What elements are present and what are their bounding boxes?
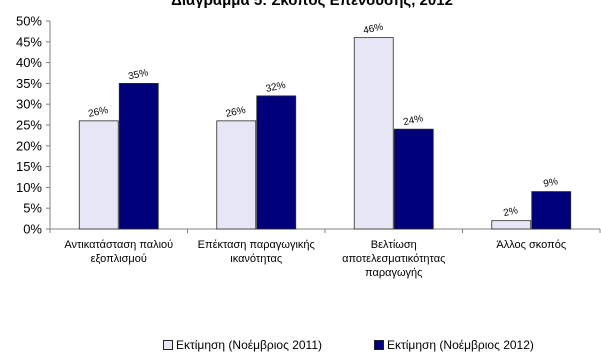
y-tick-label: 45% (16, 34, 42, 49)
x-tick-label-line: Βελτίωση (371, 239, 417, 251)
data-label-0-1: 35% (127, 67, 149, 82)
x-tick-label-line: Αντικατάσταση παλιού (64, 239, 173, 251)
y-tick-label: 0% (23, 222, 42, 237)
bar-1-1 (256, 95, 297, 230)
x-tick-label-line: αποτελεσματικότητας (342, 253, 445, 265)
data-label-1-1: 32% (265, 80, 287, 95)
x-tick-label: Αντικατάσταση παλιού εξοπλισμού (64, 239, 173, 265)
x-tick-label: Επέκταση παραγωγικής ικανότητας (198, 239, 315, 265)
y-tick-label: 35% (16, 76, 42, 91)
bar-0-1 (118, 83, 159, 230)
data-label-0-0: 26% (87, 105, 109, 120)
data-label-1-0: 26% (225, 105, 247, 120)
data-label-3-1: 9% (543, 176, 560, 190)
legend-label-2012: Εκτίμηση (Νοέμβριος 2012) (387, 338, 534, 352)
x-tick-label-line: ικανότητας (230, 253, 282, 265)
y-tick-label: 10% (16, 180, 42, 195)
x-tick-label-line: παραγωγής (365, 267, 422, 279)
x-tick-label-line: Άλλος σκοπός (496, 239, 566, 251)
y-tick-label: 25% (16, 118, 42, 133)
bar-0-0 (78, 120, 119, 230)
bar-3-0 (491, 220, 532, 230)
y-tick-label: 50% (16, 14, 42, 29)
y-tick-label: 40% (16, 55, 42, 70)
legend: Εκτίμηση (Νοέμβριος 2011) Εκτίμηση (Νοέμ… (0, 338, 601, 354)
x-tick-label-line: εξοπλισμού (91, 253, 147, 265)
legend-swatch-2012 (374, 340, 384, 350)
bar-2-1 (393, 128, 434, 230)
bar-3-1 (531, 191, 572, 230)
y-tick-label: 5% (23, 201, 42, 216)
y-tick-label: 20% (16, 138, 42, 153)
x-tick-label: Βελτίωση αποτελεσματικότητας παραγωγής (342, 239, 445, 279)
legend-label-2011: Εκτίμηση (Νοέμβριος 2011) (176, 338, 322, 352)
x-tick-label: Άλλος σκοπός (496, 239, 566, 251)
x-axis: Αντικατάσταση παλιού εξοπλισμού Επέκταση π… (49, 228, 601, 279)
data-label-3-0: 2% (503, 205, 520, 219)
data-label-2-0: 46% (362, 22, 384, 37)
data-labels: 26% 35% 26% 32% 46% 24% 2% 9% (87, 22, 559, 219)
bar-2-0 (353, 37, 394, 230)
y-tick-label: 15% (16, 159, 42, 174)
legend-swatch-2011 (163, 340, 173, 350)
legend-item-2011: Εκτίμηση (Νοέμβριος 2011) (163, 338, 322, 352)
y-tick-label: 30% (16, 97, 42, 112)
bar-1-0 (216, 120, 257, 230)
chart-title: Διάγραμμα 5: Σκοπός Επένδυσης, 2012 (171, 0, 453, 9)
bars (78, 37, 572, 230)
y-axis: 0% 5% 10% 15% 20% 25% 30% 35% 40% 45% 50% (16, 14, 51, 237)
legend-item-2012: Εκτίμηση (Νοέμβριος 2012) (374, 338, 534, 352)
data-label-2-1: 24% (402, 113, 424, 128)
x-tick-label-line: Επέκταση παραγωγικής (198, 239, 315, 251)
